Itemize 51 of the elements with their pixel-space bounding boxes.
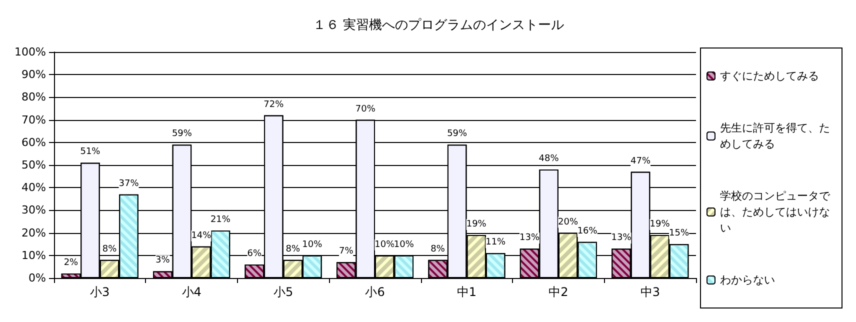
data-label: 47% bbox=[630, 156, 651, 166]
x-tick-label: 小6 bbox=[365, 285, 385, 299]
y-tick-label: 40% bbox=[22, 181, 46, 194]
x-tick-label: 小5 bbox=[273, 285, 294, 299]
data-label: 59% bbox=[447, 129, 468, 140]
legend-label: すぐにためしてみる bbox=[720, 70, 819, 82]
data-label: 19% bbox=[466, 220, 487, 230]
x-tick-label: 中1 bbox=[456, 285, 477, 299]
data-label: 8% bbox=[430, 244, 446, 254]
data-label: 21% bbox=[210, 215, 231, 226]
data-label: 11% bbox=[486, 238, 506, 248]
data-label: 15% bbox=[669, 228, 690, 239]
data-label: 14% bbox=[191, 230, 212, 241]
data-label: 72% bbox=[264, 100, 284, 110]
y-tick-label: 50% bbox=[22, 158, 46, 172]
data-label: 10% bbox=[302, 240, 323, 250]
y-tick-label: 20% bbox=[22, 226, 46, 240]
data-label: 48% bbox=[538, 154, 560, 164]
x-tick-label: 中2 bbox=[548, 285, 568, 299]
legend-label: 先生に許可を得て、ためしてみる bbox=[720, 122, 830, 150]
data-label: 13% bbox=[611, 233, 632, 244]
data-label: 16% bbox=[577, 226, 598, 236]
data-label: 6% bbox=[247, 248, 262, 259]
y-tick-label: 60% bbox=[22, 136, 46, 149]
legend-label: わからない bbox=[720, 274, 775, 286]
y-tick-label: 30% bbox=[22, 204, 46, 217]
data-label: 8% bbox=[102, 244, 118, 254]
data-label: 70% bbox=[355, 104, 376, 114]
chart-title: １６ 実習機へのプログラムのインストール bbox=[313, 17, 564, 33]
data-label: 37% bbox=[118, 178, 140, 189]
data-label: 2% bbox=[64, 258, 79, 268]
data-label: 59% bbox=[172, 129, 192, 140]
legend-label: 学校のコンピュータでは、ためしてはいけない bbox=[720, 190, 831, 234]
y-tick-label: 90% bbox=[22, 68, 46, 82]
x-tick-label: 小3 bbox=[90, 285, 110, 299]
data-label: 8% bbox=[286, 244, 300, 254]
y-tick-label: 70% bbox=[22, 113, 46, 126]
y-tick-label: 0% bbox=[28, 272, 46, 284]
data-label: 3% bbox=[156, 256, 170, 266]
y-tick-label: 80% bbox=[22, 90, 46, 104]
data-label: 10% bbox=[374, 240, 396, 250]
data-label: 10% bbox=[394, 240, 414, 250]
y-tick-label: 100% bbox=[14, 46, 46, 58]
x-tick-label: 中3 bbox=[640, 285, 660, 299]
data-label: 51% bbox=[80, 147, 101, 158]
data-label: 13% bbox=[520, 233, 540, 244]
data-label: 19% bbox=[650, 220, 670, 230]
data-label: 7% bbox=[338, 246, 354, 257]
data-label: 20% bbox=[558, 217, 579, 228]
y-tick-label: 10% bbox=[22, 248, 46, 262]
x-tick-label: 小4 bbox=[182, 285, 202, 299]
